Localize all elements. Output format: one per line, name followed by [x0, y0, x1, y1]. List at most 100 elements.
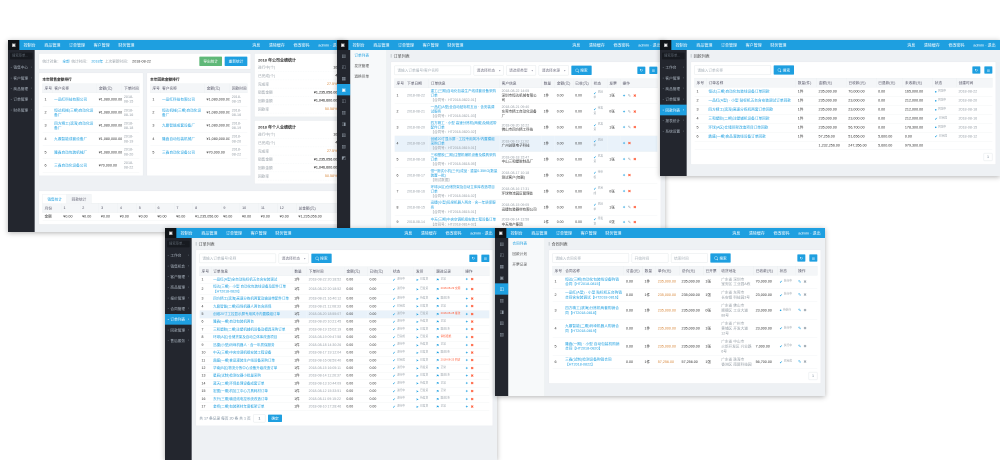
delete-icon[interactable]: ✖: [470, 319, 474, 325]
edit-icon[interactable]: ✎: [797, 359, 802, 365]
search-input[interactable]: 请输入订单编号/名称: [199, 253, 277, 264]
assign-icon[interactable]: ✦: [465, 296, 469, 301]
submenu-item[interactable]: 订单列表: [354, 53, 370, 58]
nav-user-item[interactable]: 消息: [252, 42, 261, 48]
assign-icon[interactable]: ✦: [465, 303, 469, 309]
sidebar-item[interactable]: ▪ 商品管理 ›: [167, 285, 190, 290]
nav-user-item[interactable]: admin · 退出: [798, 230, 821, 236]
assign-icon[interactable]: ✦: [465, 388, 469, 394]
delete-icon[interactable]: ✖: [470, 381, 474, 386]
delete-icon[interactable]: ✖: [627, 141, 632, 146]
link[interactable]: 星辰(试制)检测仪器小批量采购: [213, 373, 261, 378]
delete-icon[interactable]: ✖: [470, 296, 474, 301]
module-icon[interactable]: ◩: [341, 154, 346, 161]
refresh-button[interactable]: ↻: [972, 66, 981, 74]
nav-user-item[interactable]: 修改密码: [773, 230, 790, 236]
module-icon[interactable]: ▨: [499, 331, 504, 337]
module-icon[interactable]: ▥: [341, 109, 346, 115]
sidebar-item[interactable]: ▪ 销售中心 ›: [10, 65, 33, 70]
link[interactable]: 四方精工 · 小型 高速分拣机(两套)及输送带配件订单: [430, 120, 497, 130]
link[interactable]: 三鑫自动化设备公司: [162, 150, 196, 155]
sidebar-item[interactable]: ▪ 客户管理 ›: [10, 76, 33, 81]
table-row[interactable]: 4 九鼎智能(二期)码垛机器人两台含质保 1件 2018-08-21 11:08:33…: [199, 302, 490, 311]
nav-user-item[interactable]: 消息: [907, 42, 916, 48]
link[interactable]: 九鼎智能成套设备厂: [54, 136, 88, 141]
nav-item[interactable]: 客户管理: [745, 42, 762, 48]
sidebar-item[interactable]: ▪ 客户管理 ›: [167, 274, 190, 280]
link[interactable]: 四方精工(滨海)自动化设备厂: [54, 121, 94, 131]
delete-icon[interactable]: ✖: [803, 307, 807, 313]
nav-item[interactable]: 订单管理: [226, 230, 243, 236]
nav-item[interactable]: 控制台: [510, 230, 523, 236]
link[interactable]: 恒达(三期) · 小型 自动化包装线设备及配件订单【HT2018-0820】: [213, 284, 287, 294]
link[interactable]: 四方精工(滨海)分拣机两套购销合同【HT2018-0818】: [565, 306, 619, 315]
assign-icon[interactable]: ✦: [622, 189, 626, 194]
table-row[interactable]: 2 一品红(A型) · 小型 贴标机五台购销合同含安装调试【HT2018-0816…: [552, 288, 818, 302]
edit-icon[interactable]: ✎: [627, 125, 632, 130]
table-row[interactable]: 4 2018-08-19 创维20寸显示屏 · 工控专用风冷/内置模组采购订单 【合同…: [394, 135, 658, 152]
nav-user-item[interactable]: 消息: [732, 230, 741, 236]
sidebar-search-input[interactable]: 搜索菜单...: [662, 52, 685, 60]
sidebar-item[interactable]: ▪ 工作台 ›: [662, 65, 685, 70]
search-button[interactable]: 搜索: [571, 65, 592, 76]
table-row[interactable]: 5 三鑫自动化设备公司 ¥70,000.00 2018-08-22: [150, 145, 248, 159]
module-icon[interactable]: ▣: [337, 84, 351, 96]
nav-user-item[interactable]: 清除缓存: [748, 230, 765, 236]
link[interactable]: 一品红(A型) · 小型 贴标机五台购销合同含安装调试【HT2018-0816】: [565, 290, 622, 300]
edit-icon[interactable]: ✎: [627, 219, 632, 225]
link[interactable]: 东升(三期)输送线电控系统改造订单: [213, 396, 268, 401]
nav-user-item[interactable]: 清除缓存: [588, 42, 605, 48]
type-select[interactable]: 请选择类型 ▾: [506, 65, 537, 76]
nav-user-item[interactable]: 修改密码: [613, 42, 630, 48]
assign-icon[interactable]: ✦: [465, 357, 469, 363]
table-row[interactable]: 3 九鼎智能成套设备厂 ¥1,080,000.00 2018-08-19: [150, 119, 248, 133]
link[interactable]: 宏图(一期)机加工中心刀具耗材订单: [213, 389, 268, 394]
delete-icon[interactable]: ✖: [470, 357, 474, 363]
delete-icon[interactable]: ✖: [803, 359, 807, 365]
delete-icon[interactable]: ✖: [470, 365, 474, 371]
table-row[interactable]: 8 2018-08-15 迅捷(小型)码垛机器人两台 · 含一年质保服务 【合同号：H…: [394, 199, 658, 216]
table-row[interactable]: 6 三鑫自动化设备公司 ¥70,000.00 2018-08-22: [42, 158, 140, 173]
nav-item[interactable]: 财务管理: [118, 42, 135, 48]
nav-user-item[interactable]: admin · 退出: [973, 42, 996, 48]
assign-icon[interactable]: ✦: [622, 93, 626, 98]
table-row[interactable]: 3 四方精工(滨海)高速分拣机两套订单回款 1件 235,000.00 23,000.0…: [694, 105, 993, 115]
module-icon[interactable]: ▤: [341, 52, 346, 59]
table-row[interactable]: 3 2018-08-20 四方精工 · 小型 高速分拣机(两套)及输送带配件订单 【合…: [394, 119, 658, 136]
link[interactable]: 三鑫(试制)检测设备购销合同【HT2018-0822】: [565, 357, 612, 367]
nav-item[interactable]: 客户管理: [250, 230, 267, 236]
edit-icon[interactable]: ✎: [797, 279, 802, 284]
module-icon[interactable]: ▦: [341, 75, 346, 81]
link[interactable]: 迅捷(小型)码垛机器人两台 · 含一年质保服务: [430, 200, 496, 210]
nav-item[interactable]: 控制台: [23, 42, 36, 48]
edit-icon[interactable]: ✎: [797, 325, 802, 331]
columns-button[interactable]: ☰: [649, 66, 658, 75]
sidebar-item[interactable]: ▪ 商品管理 ›: [10, 86, 33, 92]
link[interactable]: 创维20寸显示屏 · 工控专用风冷/内置模组采购订单: [430, 136, 495, 146]
assign-icon[interactable]: ✦: [622, 205, 626, 210]
sidebar-item[interactable]: ▪ 系统设置 ›: [662, 129, 685, 134]
link[interactable]: 鼎盛(一期)食品灌装线设备订单回款: [708, 134, 766, 139]
link[interactable]: 九鼎智能(二期)码垛机器人两台含质保: [213, 304, 272, 309]
assign-icon[interactable]: ✦: [465, 327, 469, 332]
assign-icon[interactable]: ✦: [622, 141, 626, 146]
delete-icon[interactable]: ✖: [470, 286, 474, 292]
table-row[interactable]: 7 2018-08-16 环球(A区)仓储货架及自动立体库改造项目订单 【合同号：HT…: [394, 183, 658, 200]
assign-icon[interactable]: ✦: [622, 173, 626, 178]
page-button[interactable]: 1: [983, 153, 993, 162]
sidebar-item[interactable]: ▪ 订单管理 ›: [10, 97, 33, 102]
nav-item[interactable]: 商品管理: [373, 42, 390, 48]
link[interactable]: 九鼎智能成套设备厂: [162, 123, 196, 128]
sidebar-item[interactable]: ▪ 回款列表 ›: [660, 104, 687, 116]
nav-item[interactable]: 订单管理: [69, 42, 86, 48]
nav-item[interactable]: 客户管理: [580, 230, 597, 236]
table-row[interactable]: 1 一品红科技有限公司 ¥1,080,000.00 2018-08-15: [150, 92, 248, 107]
edit-icon[interactable]: ✎: [627, 157, 632, 162]
module-icon[interactable]: ▥: [499, 297, 504, 303]
sidebar-item[interactable]: ▪ 订单管理 ›: [662, 97, 685, 102]
refresh-button[interactable]: ↻: [637, 66, 646, 75]
link[interactable]: 三鑫自动化设备公司: [54, 163, 88, 168]
sidebar-item[interactable]: ▪ 客户管理 ›: [662, 76, 685, 81]
table-row[interactable]: 5 创维20寸工控显示屏专用风冷内置模组订单 1件 2018-08-20 18:55:…: [199, 310, 490, 319]
link[interactable]: 中天(三期)中央空调机组安装工程设备订单: [430, 217, 496, 222]
